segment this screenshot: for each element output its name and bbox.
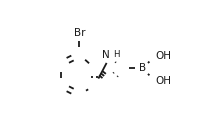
- Bar: [153, 52, 169, 60]
- Text: H: H: [113, 50, 120, 59]
- Bar: [72, 29, 87, 37]
- Text: N: N: [102, 50, 109, 60]
- Bar: [103, 52, 117, 60]
- Text: OH: OH: [156, 76, 172, 86]
- Bar: [138, 64, 147, 73]
- Bar: [153, 77, 169, 85]
- Text: Br: Br: [74, 28, 85, 38]
- Text: OH: OH: [156, 51, 172, 61]
- Text: B: B: [139, 63, 146, 73]
